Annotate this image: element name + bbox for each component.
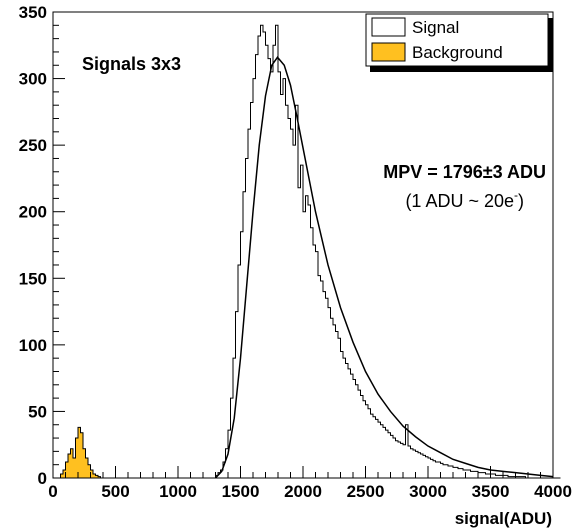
adu-conversion-annotation: (1 ADU ~ 20e-) xyxy=(405,188,524,211)
signal-histogram xyxy=(215,24,561,479)
legend-label-background: Background xyxy=(412,43,503,62)
adu-conversion-suffix: ) xyxy=(518,191,524,211)
adu-conversion-prefix: (1 ADU ~ 20e xyxy=(405,191,514,211)
x-tick-label: 1500 xyxy=(222,482,260,501)
legend-label-signal: Signal xyxy=(412,18,459,37)
x-axis-title: signal(ADU) xyxy=(455,509,552,528)
y-axis: 0 50 100 150 200 250 300 350 xyxy=(19,3,65,488)
y-tick-label: 150 xyxy=(19,269,47,288)
x-tick-label: 2500 xyxy=(347,482,385,501)
background-histogram xyxy=(60,426,101,479)
x-tick-label: 0 xyxy=(48,482,57,501)
legend: Signal Background xyxy=(365,13,553,72)
y-tick-label: 200 xyxy=(19,203,47,222)
chart-title-annotation: Signals 3x3 xyxy=(82,54,181,74)
adu-conversion-superscript: - xyxy=(514,188,518,202)
x-tick-label: 3500 xyxy=(472,482,510,501)
y-tick-label: 300 xyxy=(19,70,47,89)
legend-swatch-signal xyxy=(371,17,406,37)
x-tick-label: 500 xyxy=(101,482,129,501)
y-tick-label: 250 xyxy=(19,136,47,155)
legend-swatch-background xyxy=(371,42,406,62)
plot-frame xyxy=(52,11,554,479)
y-tick-label: 100 xyxy=(19,336,47,355)
x-tick-label: 4000 xyxy=(534,482,572,501)
background-series xyxy=(60,426,101,479)
x-tick-label: 2000 xyxy=(284,482,322,501)
x-tick-label: 3000 xyxy=(409,482,447,501)
y-tick-label: 350 xyxy=(19,3,47,22)
x-tick-label: 1000 xyxy=(159,482,197,501)
y-tick-label: 50 xyxy=(28,402,47,421)
fit-series xyxy=(214,56,554,479)
fit-curve xyxy=(214,56,554,479)
x-axis: 0 500 1000 1500 2000 2500 3000 3500 4000 xyxy=(48,466,572,501)
signal-series xyxy=(215,24,561,479)
mpv-annotation: MPV = 1796±3 ADU xyxy=(383,162,546,182)
y-tick-label: 0 xyxy=(38,469,47,488)
